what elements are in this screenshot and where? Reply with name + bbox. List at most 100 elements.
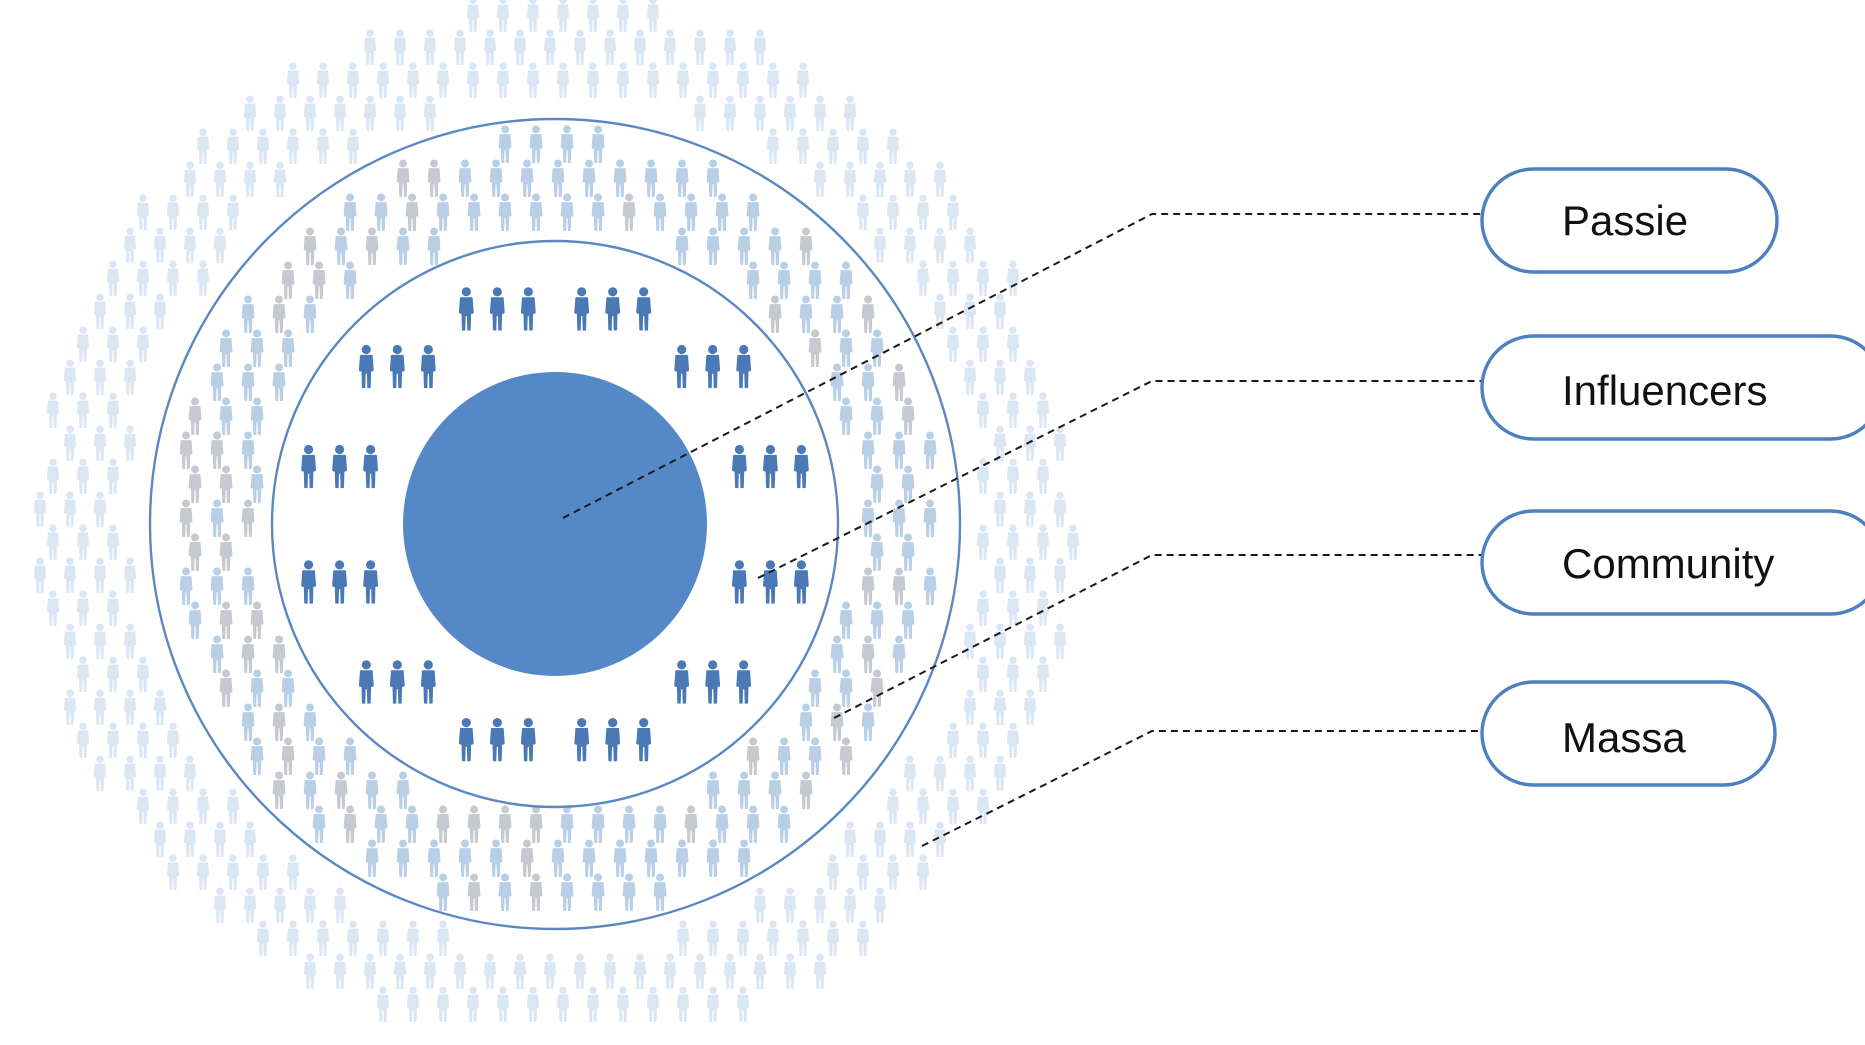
person-icon <box>94 689 106 725</box>
person-icon <box>902 466 915 503</box>
person-icon <box>514 29 526 65</box>
person-icon <box>47 458 59 494</box>
person-icon <box>530 194 543 231</box>
person-icon <box>561 126 574 163</box>
person-icon <box>484 953 496 989</box>
person-icon <box>797 62 809 98</box>
label-passie[interactable]: Passie <box>1482 169 1777 272</box>
person-icon <box>604 29 616 65</box>
person-icon <box>94 425 106 461</box>
person-icon <box>840 262 853 299</box>
person-icon <box>647 0 659 32</box>
person-icon <box>530 806 543 843</box>
person-icon <box>1054 557 1066 593</box>
person-icon <box>137 260 149 296</box>
person-icon <box>499 126 512 163</box>
person-icon <box>871 534 884 571</box>
person-icon <box>424 953 436 989</box>
person-icon <box>654 874 667 911</box>
person-icon <box>552 840 565 877</box>
person-icon <box>242 568 255 605</box>
person-icon <box>947 788 959 824</box>
person-icon <box>871 398 884 435</box>
person-icon <box>437 874 450 911</box>
person-icon <box>242 364 255 401</box>
person-icon <box>304 772 317 809</box>
person-icon <box>1054 425 1066 461</box>
person-icon <box>737 986 749 1022</box>
person-icon <box>544 29 556 65</box>
person-icon <box>1007 722 1019 758</box>
person-icon <box>994 293 1006 329</box>
person-icon <box>561 806 574 843</box>
person-icon <box>77 458 89 494</box>
person-icon <box>738 840 751 877</box>
person-icon <box>197 788 209 824</box>
person-icon <box>251 670 264 707</box>
person-icon <box>214 887 226 923</box>
person-icon <box>424 29 436 65</box>
person-icon <box>197 260 209 296</box>
person-icon <box>964 359 976 395</box>
person-icon <box>344 738 357 775</box>
person-icon <box>800 704 813 741</box>
person-icon <box>902 534 915 571</box>
person-icon <box>561 194 574 231</box>
person-icon <box>107 722 119 758</box>
person-icon <box>800 772 813 809</box>
person-icon <box>257 128 269 164</box>
person-icon <box>64 623 76 659</box>
person-icon <box>364 29 376 65</box>
person-icon <box>527 0 539 32</box>
person-icon <box>107 392 119 428</box>
person-icon <box>676 160 689 197</box>
label-massa[interactable]: Massa <box>1482 682 1775 785</box>
person-icon <box>634 29 646 65</box>
person-icon <box>574 953 586 989</box>
person-icon <box>304 296 317 333</box>
person-icon <box>827 920 839 956</box>
person-icon <box>273 364 286 401</box>
person-icon <box>814 161 826 197</box>
person-icon <box>924 500 937 537</box>
person-icon <box>844 161 856 197</box>
person-icon <box>467 986 479 1022</box>
person-icon <box>934 755 946 791</box>
person-icon <box>664 29 676 65</box>
person-icon <box>94 755 106 791</box>
person-icon <box>809 738 822 775</box>
person-icon <box>347 62 359 98</box>
person-icon <box>124 425 136 461</box>
person-icon <box>167 854 179 890</box>
person-icon <box>124 227 136 263</box>
person-icon <box>64 491 76 527</box>
label-community[interactable]: Community <box>1482 511 1865 614</box>
person-icon <box>738 772 751 809</box>
person-icon <box>244 887 256 923</box>
person-icon <box>301 560 316 603</box>
person-icon <box>180 568 193 605</box>
person-icon <box>428 228 441 265</box>
person-icon <box>77 524 89 560</box>
person-icon <box>124 359 136 395</box>
person-icon <box>490 287 505 330</box>
person-icon <box>917 194 929 230</box>
person-icon <box>77 656 89 692</box>
person-icon <box>797 128 809 164</box>
person-icon <box>736 660 751 703</box>
person-icon <box>184 227 196 263</box>
person-icon <box>251 330 264 367</box>
person-icon <box>467 0 479 32</box>
label-community-text: Community <box>1562 540 1774 587</box>
label-influencers[interactable]: Influencers <box>1482 336 1865 439</box>
person-icon <box>227 194 239 230</box>
person-icon <box>809 262 822 299</box>
person-icon <box>694 29 706 65</box>
person-icon <box>769 772 782 809</box>
person-icon <box>377 986 389 1022</box>
person-icon <box>794 445 809 488</box>
person-icon <box>934 161 946 197</box>
person-icon <box>736 345 751 388</box>
person-icon <box>1007 392 1019 428</box>
